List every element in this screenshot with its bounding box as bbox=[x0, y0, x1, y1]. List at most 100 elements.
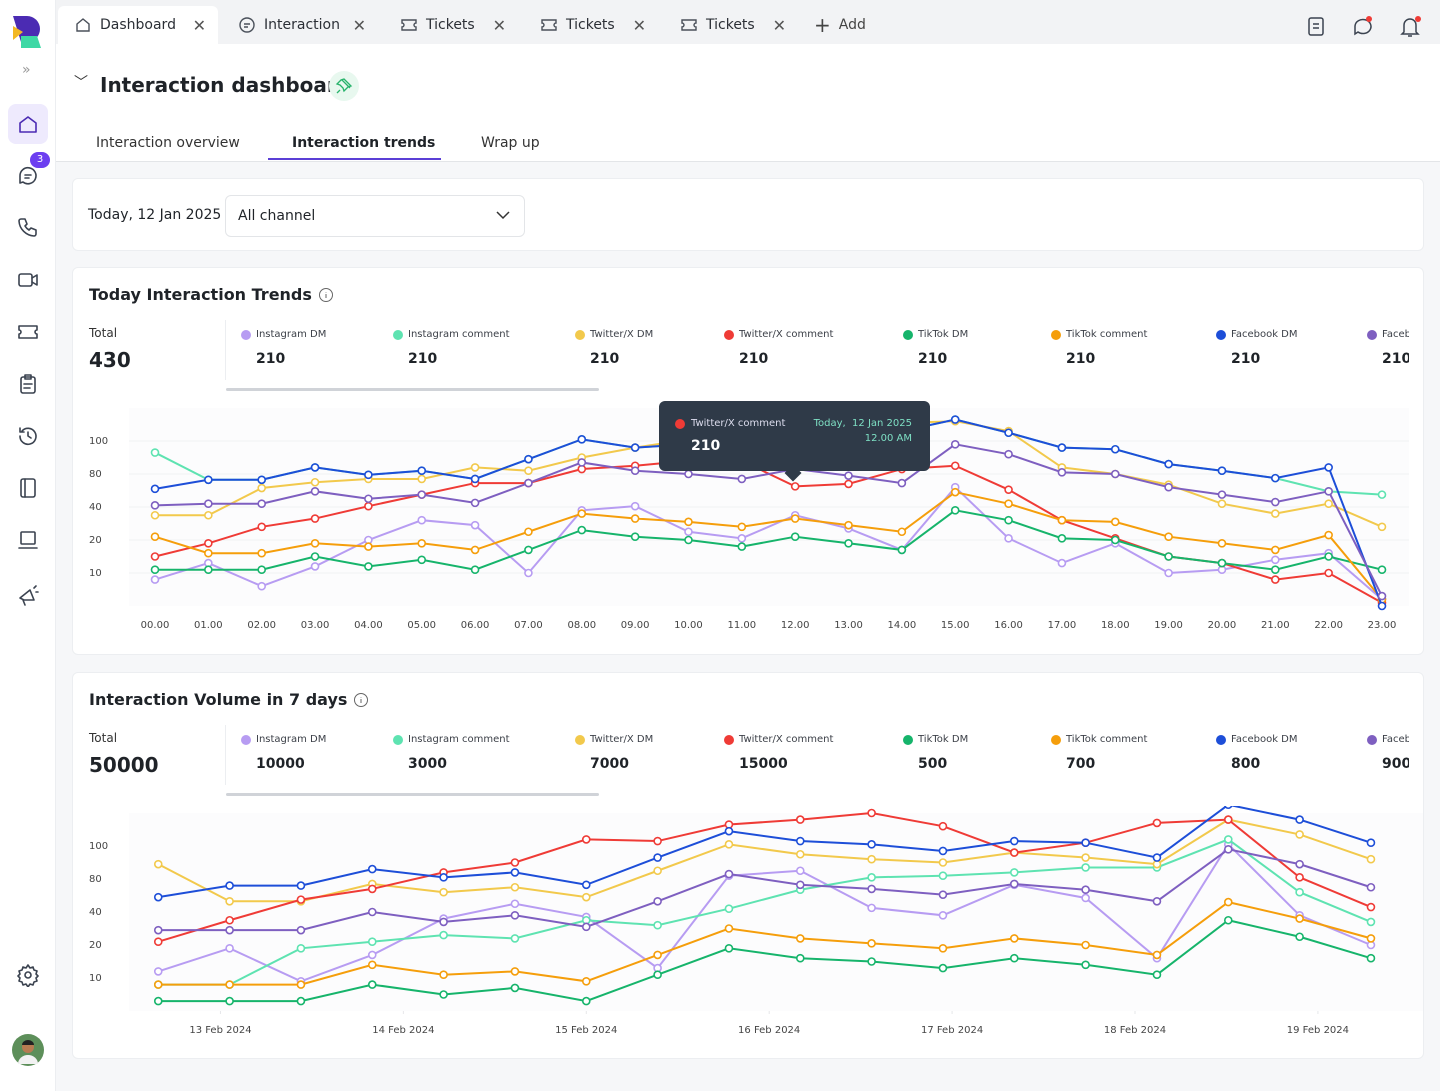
nav-chat[interactable] bbox=[16, 164, 40, 188]
subtab[interactable]: Wrap up bbox=[481, 135, 540, 151]
point bbox=[150, 552, 160, 561]
point bbox=[1366, 934, 1376, 943]
point bbox=[1295, 914, 1304, 923]
point bbox=[1110, 469, 1120, 479]
legend-item[interactable]: Twitter/X DM 210 bbox=[575, 324, 653, 367]
header-icons[interactable] bbox=[1306, 16, 1426, 38]
nav-video[interactable] bbox=[16, 268, 40, 292]
point bbox=[510, 882, 520, 892]
point bbox=[844, 479, 853, 489]
legend-item[interactable]: Instagram comment 3000 bbox=[393, 729, 510, 772]
series-line bbox=[157, 842, 1372, 983]
point bbox=[1110, 517, 1120, 527]
point bbox=[257, 581, 266, 591]
add-tab[interactable]: + Add bbox=[814, 13, 866, 37]
nav-campaign[interactable] bbox=[16, 584, 40, 608]
point bbox=[1057, 468, 1067, 477]
legend-item[interactable]: Instagram comment 210 bbox=[393, 324, 510, 367]
point bbox=[938, 871, 948, 880]
nav-laptop[interactable] bbox=[16, 528, 40, 552]
x-tick-label: 21.00 bbox=[1261, 620, 1290, 631]
point bbox=[737, 534, 747, 543]
point bbox=[938, 890, 948, 899]
tab[interactable]: Tickets ✕ bbox=[386, 6, 518, 44]
collapse[interactable]: ﹀ bbox=[74, 75, 88, 91]
legend-item[interactable]: Facebook comment 210 bbox=[1367, 324, 1409, 367]
tab[interactable]: Tickets ✕ bbox=[666, 6, 798, 44]
legend-item[interactable]: Instagram DM 210 bbox=[241, 324, 326, 367]
info-icon bbox=[318, 287, 333, 302]
point bbox=[470, 474, 480, 484]
legend-item[interactable]: Twitter/X DM 7000 bbox=[575, 729, 653, 772]
x-tick-label: 07.00 bbox=[514, 620, 543, 631]
point bbox=[684, 517, 693, 527]
expand[interactable]: » bbox=[22, 62, 31, 78]
point bbox=[867, 854, 876, 864]
legend-item[interactable]: Facebook DM 800 bbox=[1216, 729, 1298, 772]
point bbox=[1164, 459, 1173, 469]
tooltip: Twitter/X comment Today, 12 Jan 2025 12.00… bbox=[659, 401, 930, 482]
tab-label: Interaction bbox=[264, 17, 340, 33]
nav-ticket[interactable] bbox=[16, 320, 40, 344]
tab[interactable]: Dashboard ✕ bbox=[58, 6, 218, 44]
avatar[interactable] bbox=[12, 1034, 44, 1066]
point bbox=[417, 474, 427, 484]
point bbox=[417, 555, 427, 565]
nav-clipboard[interactable] bbox=[16, 372, 40, 396]
title-text: Interaction Volume in 7 days bbox=[89, 690, 348, 709]
x-tick-label: 16 Feb 2024 bbox=[738, 1025, 800, 1036]
point bbox=[938, 963, 948, 973]
subtab-underline bbox=[268, 158, 441, 160]
legend-item[interactable]: TikTok comment 700 bbox=[1051, 729, 1147, 772]
point bbox=[524, 527, 533, 537]
nav-book[interactable] bbox=[16, 476, 40, 500]
legend-item[interactable]: Twitter/X comment 210 bbox=[724, 324, 833, 367]
tab-label: Dashboard bbox=[100, 17, 176, 33]
title-text: Today Interaction Trends bbox=[89, 285, 312, 304]
pin[interactable] bbox=[328, 70, 360, 102]
legend-dot bbox=[1367, 734, 1377, 745]
point bbox=[1295, 859, 1304, 869]
x-tick-label: 16.00 bbox=[994, 620, 1023, 631]
point bbox=[950, 487, 960, 497]
x-tick-label: 00.00 bbox=[141, 620, 170, 631]
legend-item[interactable]: TikTok DM 210 bbox=[903, 324, 968, 367]
legend-value: 210 bbox=[256, 351, 286, 367]
legend-divider bbox=[225, 725, 226, 785]
nav-history[interactable] bbox=[16, 424, 40, 448]
point bbox=[310, 514, 320, 523]
point bbox=[364, 470, 373, 480]
legend-name: Facebook DM bbox=[1231, 329, 1298, 340]
tab[interactable]: Tickets ✕ bbox=[526, 6, 658, 44]
point bbox=[367, 960, 377, 970]
y-tick-label: 20 bbox=[89, 535, 102, 546]
subtab[interactable]: Interaction overview bbox=[96, 135, 240, 151]
legend-item[interactable]: Twitter/X comment 15000 bbox=[724, 729, 833, 772]
point bbox=[153, 925, 163, 935]
y-tick-label: 100 bbox=[89, 841, 108, 852]
point bbox=[653, 950, 662, 960]
page-header: ﹀ Interaction dashboard Interaction over… bbox=[56, 44, 1440, 162]
legend-item[interactable]: TikTok DM 500 bbox=[903, 729, 968, 772]
point bbox=[1217, 499, 1227, 508]
legend-name: Instagram comment bbox=[408, 329, 510, 340]
channel-select[interactable]: All channel bbox=[225, 195, 525, 237]
point bbox=[1224, 806, 1233, 810]
legend-item[interactable]: Facebook DM 210 bbox=[1216, 324, 1298, 367]
legend-item[interactable]: Instagram DM 10000 bbox=[241, 729, 326, 772]
nav-home[interactable] bbox=[16, 112, 40, 136]
point bbox=[439, 887, 448, 897]
point bbox=[367, 937, 377, 946]
legend-dot bbox=[724, 734, 734, 745]
legend-item[interactable]: TikTok comment 210 bbox=[1051, 324, 1147, 367]
subtab-active[interactable]: Interaction trends bbox=[292, 135, 436, 151]
point bbox=[795, 815, 805, 824]
legend-item[interactable]: Facebook comment 900 bbox=[1367, 729, 1409, 772]
point bbox=[296, 925, 306, 935]
y-tick-label: 10 bbox=[89, 568, 102, 579]
nav-phone[interactable] bbox=[16, 215, 40, 239]
tab[interactable]: Interaction ✕ bbox=[222, 6, 378, 44]
nav-settings[interactable] bbox=[16, 963, 40, 988]
point bbox=[1152, 970, 1162, 979]
